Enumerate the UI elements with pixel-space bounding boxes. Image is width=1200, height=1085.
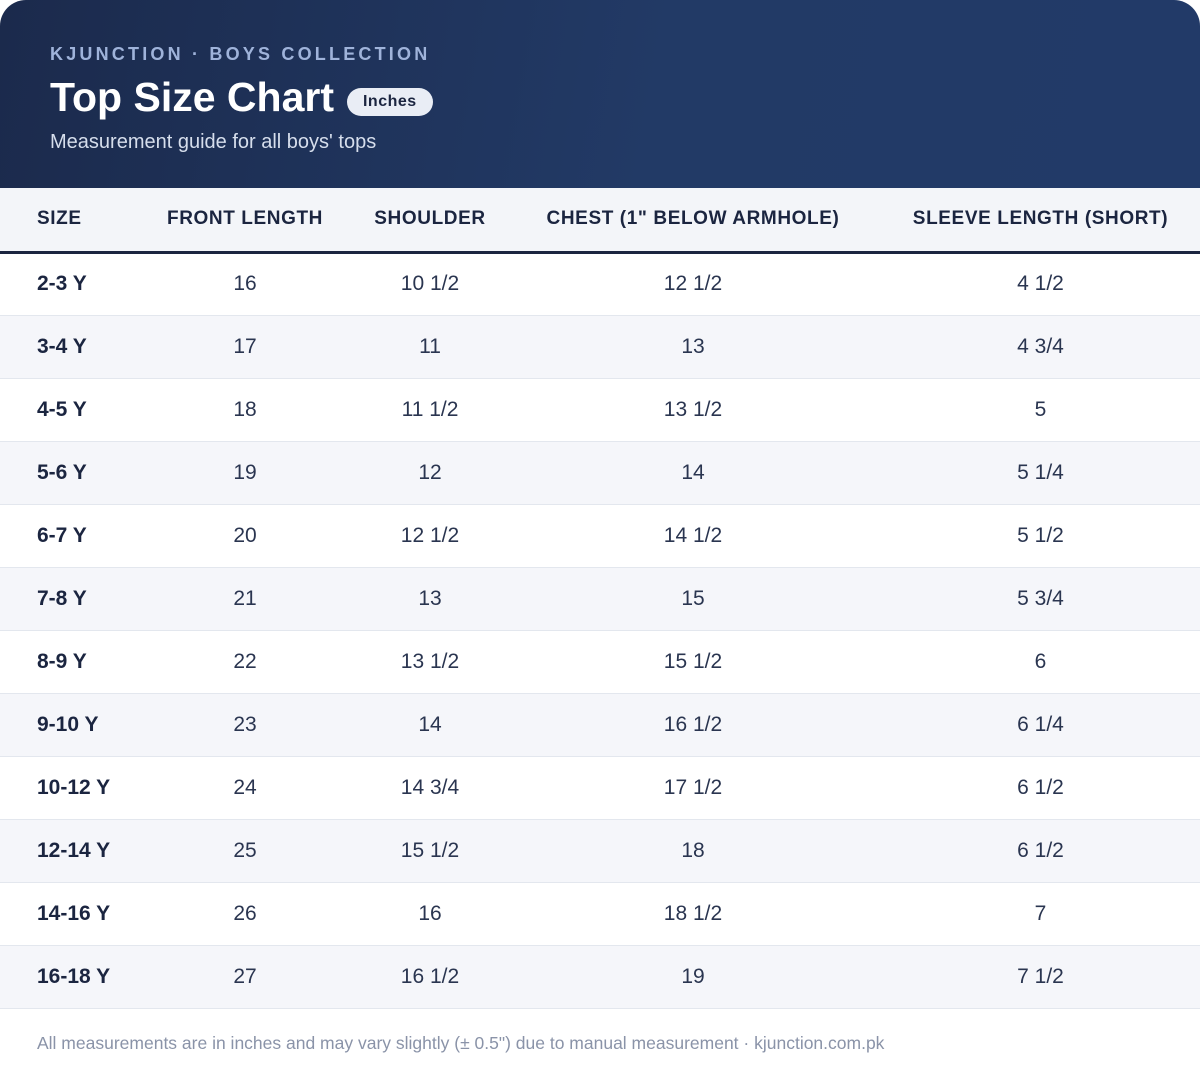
chest-cell: 12 1/2 [505,252,881,316]
column-header-shoulder: SHOULDER [355,188,505,254]
table-row: 10-12 Y 24 14 3/4 17 1/2 6 1/2 [0,756,1200,820]
shoulder-cell: 12 [355,441,505,505]
footer-note: All measurements are in inches and may v… [37,1033,885,1053]
chest-cell: 16 1/2 [505,693,881,757]
front-length-cell: 17 [135,315,355,379]
table-body: 2-3 Y 16 10 1/2 12 1/2 4 1/2 3-4 Y 17 11 13 4 3/4… [0,252,1200,1009]
sleeve-length-cell: 7 1/2 [881,945,1200,1009]
size-cell: 7-8 Y [0,567,135,631]
size-cell: 16-18 Y [0,945,135,1009]
chest-cell: 14 [505,441,881,505]
table-row: 7-8 Y 21 13 15 5 3/4 [0,567,1200,631]
shoulder-cell: 13 [355,567,505,631]
front-length-cell: 20 [135,504,355,568]
page-subtitle: Measurement guide for all boys' tops [50,131,377,153]
chest-cell: 14 1/2 [505,504,881,568]
table-row: 6-7 Y 20 12 1/2 14 1/2 5 1/2 [0,504,1200,568]
chest-cell: 19 [505,945,881,1009]
table-row: 3-4 Y 17 11 13 4 3/4 [0,315,1200,379]
table-header: SIZE FRONT LENGTH SHOULDER CHEST (1" BEL… [0,188,1200,254]
front-length-cell: 24 [135,756,355,820]
brand-eyebrow: KJUNCTION · BOYS COLLECTION [50,44,431,64]
size-cell: 3-4 Y [0,315,135,379]
page-title: Top Size Chart [50,74,334,120]
sleeve-length-cell: 6 1/2 [881,819,1200,883]
chest-cell: 13 [505,315,881,379]
shoulder-cell: 11 1/2 [355,378,505,442]
sleeve-length-cell: 6 1/4 [881,693,1200,757]
sleeve-length-cell: 5 [881,378,1200,442]
table-row: 12-14 Y 25 15 1/2 18 6 1/2 [0,819,1200,883]
front-length-cell: 19 [135,441,355,505]
size-cell: 5-6 Y [0,441,135,505]
size-cell: 8-9 Y [0,630,135,694]
chart-header: KJUNCTION · BOYS COLLECTION Top Size Cha… [0,0,1200,188]
header-row: SIZE FRONT LENGTH SHOULDER CHEST (1" BEL… [0,188,1200,254]
shoulder-cell: 16 1/2 [355,945,505,1009]
shoulder-cell: 10 1/2 [355,252,505,316]
front-length-cell: 27 [135,945,355,1009]
size-cell: 6-7 Y [0,504,135,568]
chest-cell: 18 [505,819,881,883]
front-length-cell: 21 [135,567,355,631]
size-cell: 9-10 Y [0,693,135,757]
shoulder-cell: 12 1/2 [355,504,505,568]
shoulder-cell: 16 [355,882,505,946]
table-row: 4-5 Y 18 11 1/2 13 1/2 5 [0,378,1200,442]
table-row: 8-9 Y 22 13 1/2 15 1/2 6 [0,630,1200,694]
front-length-cell: 26 [135,882,355,946]
title-row: Top Size Chart Inches [50,74,433,121]
table-row: 2-3 Y 16 10 1/2 12 1/2 4 1/2 [0,252,1200,316]
sleeve-length-cell: 5 1/2 [881,504,1200,568]
front-length-cell: 23 [135,693,355,757]
size-cell: 4-5 Y [0,378,135,442]
sleeve-length-cell: 4 1/2 [881,252,1200,316]
front-length-cell: 16 [135,252,355,316]
chest-cell: 18 1/2 [505,882,881,946]
front-length-cell: 18 [135,378,355,442]
table-row: 9-10 Y 23 14 16 1/2 6 1/4 [0,693,1200,757]
unit-badge: Inches [346,87,433,116]
size-cell: 10-12 Y [0,756,135,820]
shoulder-cell: 14 [355,693,505,757]
sleeve-length-cell: 4 3/4 [881,315,1200,379]
front-length-cell: 22 [135,630,355,694]
table-row: 5-6 Y 19 12 14 5 1/4 [0,441,1200,505]
size-table: SIZE FRONT LENGTH SHOULDER CHEST (1" BEL… [0,188,1200,1009]
size-cell: 12-14 Y [0,819,135,883]
shoulder-cell: 15 1/2 [355,819,505,883]
shoulder-cell: 11 [355,315,505,379]
shoulder-cell: 13 1/2 [355,630,505,694]
chest-cell: 13 1/2 [505,378,881,442]
column-header-chest: CHEST (1" BELOW ARMHOLE) [505,188,881,254]
column-header-front-length: FRONT LENGTH [135,188,355,254]
column-header-sleeve-length: SLEEVE LENGTH (SHORT) [881,188,1200,254]
table-row: 16-18 Y 27 16 1/2 19 7 1/2 [0,945,1200,1009]
chest-cell: 15 1/2 [505,630,881,694]
shoulder-cell: 14 3/4 [355,756,505,820]
chest-cell: 17 1/2 [505,756,881,820]
sleeve-length-cell: 7 [881,882,1200,946]
sleeve-length-cell: 5 3/4 [881,567,1200,631]
front-length-cell: 25 [135,819,355,883]
size-cell: 14-16 Y [0,882,135,946]
size-cell: 2-3 Y [0,252,135,316]
sleeve-length-cell: 5 1/4 [881,441,1200,505]
column-header-size: SIZE [0,188,135,254]
table-row: 14-16 Y 26 16 18 1/2 7 [0,882,1200,946]
sleeve-length-cell: 6 1/2 [881,756,1200,820]
sleeve-length-cell: 6 [881,630,1200,694]
chest-cell: 15 [505,567,881,631]
